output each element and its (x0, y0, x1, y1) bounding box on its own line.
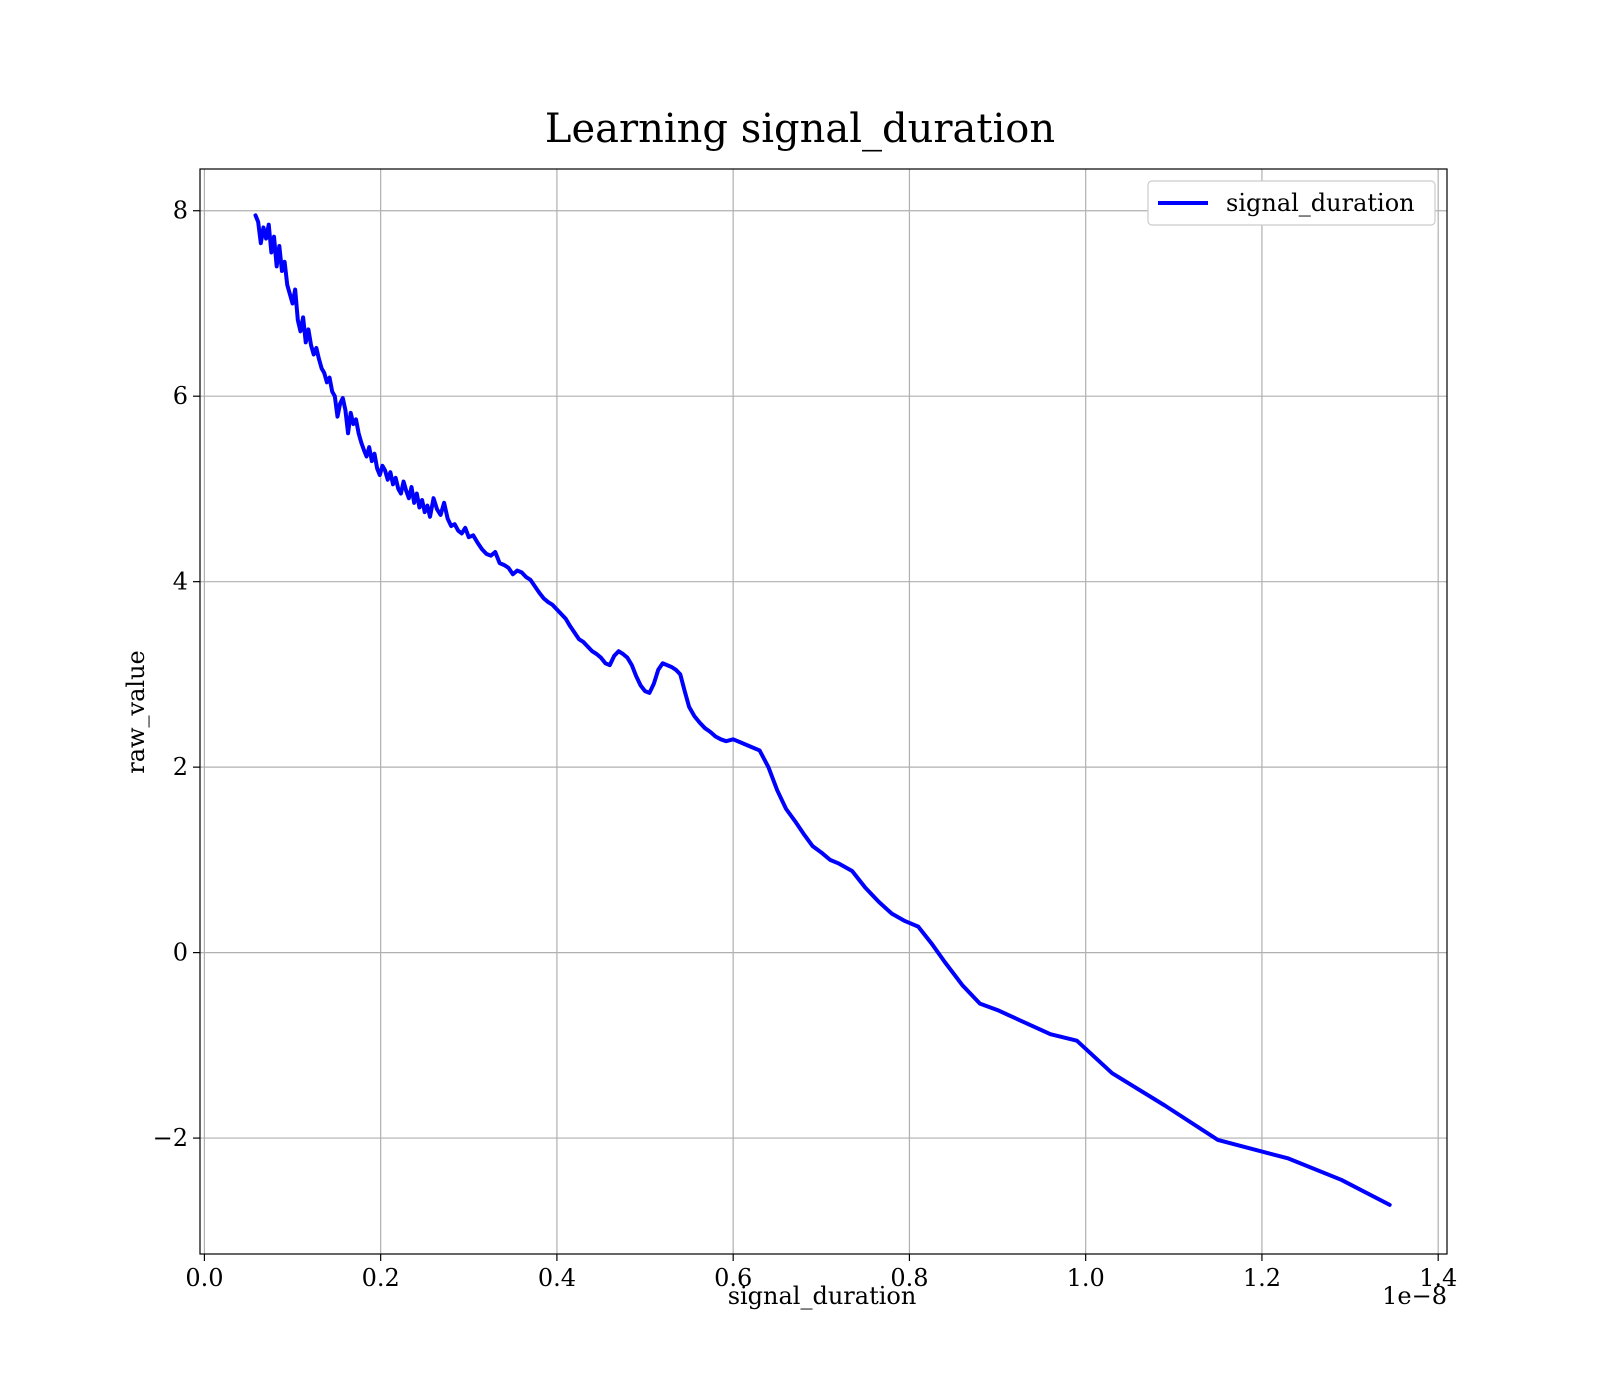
grid (200, 169, 1447, 1254)
x-tick-label: 0.0 (185, 1264, 223, 1292)
x-tick-label: 1.4 (1419, 1264, 1457, 1292)
x-axis-offset-label: 1e−8 (1382, 1282, 1447, 1310)
y-tick-label: 8 (173, 197, 188, 225)
y-axis-label: raw_value (122, 650, 150, 774)
series-line-signal_duration (253, 213, 1392, 1207)
x-tick-label: 0.8 (890, 1264, 928, 1292)
legend: signal_duration (1147, 180, 1436, 226)
x-tick-label: 1.0 (1067, 1264, 1105, 1292)
x-axis-label: signal_duration (728, 1282, 917, 1310)
y-tick-label: 6 (173, 382, 188, 410)
y-tick-label: 2 (173, 753, 188, 781)
axes: 0.0 0.2 0.4 0.6 0.8 1.0 1.2 1.4 −2 0 2 4 6 8 (153, 197, 1458, 1292)
legend-label: signal_duration (1226, 189, 1415, 217)
chart-title: Learning signal_duration (545, 106, 1055, 152)
y-tick-label: 0 (173, 939, 188, 967)
plot-frame (199, 168, 1448, 1255)
series-layer (253, 213, 1392, 1207)
legend-box (1147, 180, 1436, 226)
x-tick-label: 0.2 (362, 1264, 400, 1292)
y-tick-label: 4 (173, 568, 188, 596)
x-tick-label: 1.2 (1243, 1264, 1281, 1292)
x-tick-label: 0.6 (714, 1264, 752, 1292)
y-tick-label: −2 (153, 1124, 188, 1152)
x-tick-label: 0.4 (538, 1264, 576, 1292)
